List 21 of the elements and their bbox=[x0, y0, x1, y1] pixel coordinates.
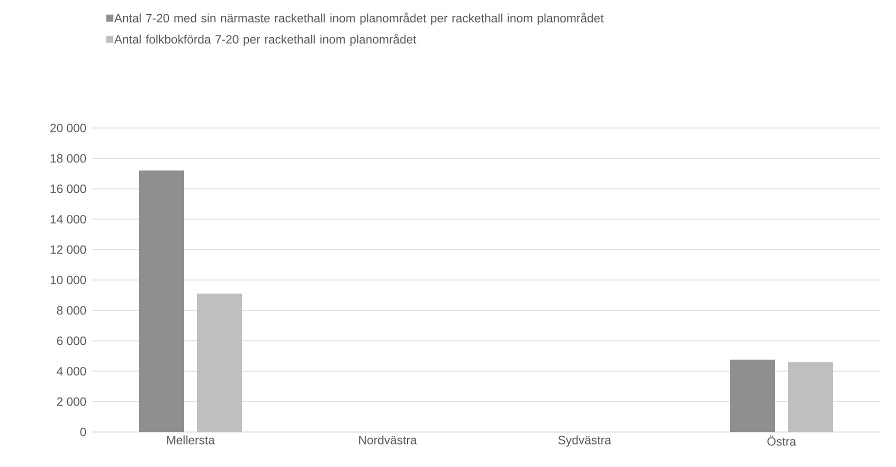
legend-label: Antal folkbokförda 7-20 per rackethall inom planområdet bbox=[114, 34, 416, 46]
x-tick-label: Sydvästra bbox=[558, 436, 612, 447]
y-tick-label: 0 bbox=[80, 428, 86, 436]
y-tick-label: 10 000 bbox=[50, 276, 86, 284]
bar bbox=[139, 170, 184, 432]
y-tick-label: 12 000 bbox=[50, 245, 86, 254]
y-tick-label: 6 000 bbox=[57, 336, 86, 346]
y-tick-label: 18 000 bbox=[50, 154, 86, 163]
x-tick-label: Mellersta bbox=[167, 436, 215, 444]
bar bbox=[730, 360, 776, 432]
bar bbox=[788, 362, 834, 432]
y-tick-label: 4 000 bbox=[56, 366, 86, 376]
y-tick-label: 16 000 bbox=[50, 184, 86, 194]
y-tick-label: 2 000 bbox=[57, 397, 86, 406]
y-tick-label: 8 000 bbox=[56, 306, 86, 315]
y-tick-label: 14 000 bbox=[50, 214, 86, 224]
x-tick-label: Nordvästra bbox=[359, 436, 417, 444]
legend-label: Antal 7-20 med sin närmaste rackethall inom planområdet per rackethall inom planområdet bbox=[114, 12, 604, 25]
bar bbox=[197, 294, 242, 432]
x-tick-label: Östra bbox=[767, 436, 796, 446]
y-tick-label: 20 000 bbox=[50, 124, 86, 132]
